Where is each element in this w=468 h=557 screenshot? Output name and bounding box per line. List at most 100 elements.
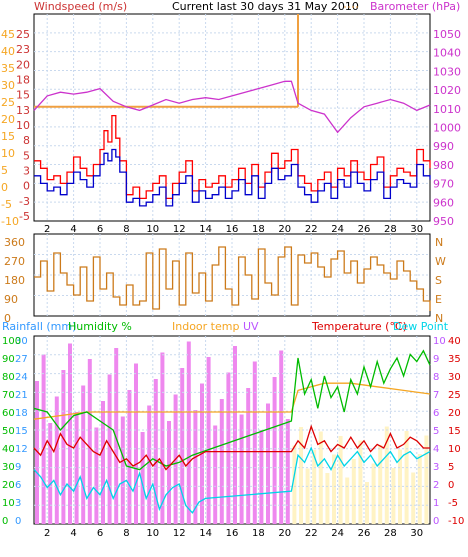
- barometer-tick-label: 1020: [433, 84, 461, 97]
- uv-tick-label: 6: [433, 408, 439, 419]
- uv-bar: [153, 379, 158, 524]
- uv-bar: [285, 419, 290, 524]
- uv-bar: [424, 435, 429, 524]
- direction-tick-label: 180: [4, 274, 25, 287]
- temp-tick-label: 30: [448, 372, 461, 383]
- uv-bar: [404, 431, 409, 524]
- direction-tick-label: 90: [4, 293, 18, 306]
- direction-tick-label: 270: [4, 255, 25, 268]
- wind-scale-label: 30: [1, 79, 15, 92]
- uv-bar: [193, 410, 198, 524]
- wind-tick-label: 23: [16, 43, 30, 56]
- direction-line: [34, 246, 431, 311]
- uv-tick-label: 0: [433, 516, 439, 527]
- wind-tick-label: 0: [23, 180, 30, 193]
- wind-tick-label: 20: [16, 58, 30, 71]
- x-tick-label: 24: [331, 528, 344, 539]
- x-tick-label: 10: [146, 528, 159, 539]
- rain-tick-label: 30: [15, 336, 28, 347]
- x-tick-label: 20: [278, 224, 291, 235]
- x-tick-label: 10: [146, 224, 159, 235]
- uv-bar: [259, 430, 264, 524]
- uv-bar: [167, 421, 171, 524]
- temp-tick-label: 5: [448, 462, 454, 473]
- wind-scale-label: 0: [1, 181, 8, 194]
- humidity-label: Humidity %: [68, 320, 132, 333]
- wind-tick-label: 5: [23, 149, 30, 162]
- temp-tick-label: -5: [448, 498, 458, 509]
- uv-bar: [299, 427, 303, 524]
- uv-bar: [365, 482, 369, 524]
- wind-tick-label: -5: [19, 210, 30, 223]
- uv-label: UV: [243, 320, 259, 333]
- wind-tick-label: 8: [23, 134, 30, 147]
- barometer-tick-label: 1010: [433, 103, 461, 116]
- rain-tick-label: 18: [15, 408, 28, 419]
- x-tick-label: 26: [358, 528, 371, 539]
- x-tick-label: 24: [331, 224, 344, 235]
- chart-title: Current last 30 days 31 May 2010: [172, 0, 359, 13]
- uv-bar: [180, 368, 185, 524]
- dew-point-line: [33, 446, 431, 514]
- barometer-label: Barometer (hPa): [370, 0, 460, 13]
- windspeed-label: Windspeed (m/s): [34, 0, 127, 13]
- uv-bar: [266, 403, 270, 524]
- temp-tick-label: -10: [448, 516, 464, 527]
- x-tick-label: 18: [252, 224, 265, 235]
- uv-bar: [140, 432, 145, 524]
- humidity-line: [33, 349, 431, 471]
- x-tick-label: 14: [199, 528, 212, 539]
- barometer-tick-label: 950: [433, 215, 454, 228]
- x-tick-label: 16: [226, 528, 239, 539]
- x-tick-label: 18: [252, 528, 265, 539]
- humidity-tick-label: 60: [2, 408, 15, 419]
- uv-bar: [239, 414, 244, 524]
- avg-wind-line: [34, 148, 431, 207]
- uv-bar: [345, 477, 350, 524]
- rain-tick-label: 24: [15, 372, 28, 383]
- uv-bar: [101, 401, 105, 524]
- temp-tick-label: 40: [448, 336, 461, 347]
- rain-tick-label: 21: [15, 390, 28, 401]
- rain-tick-label: 12: [15, 444, 28, 455]
- direction-tick-label: 360: [4, 236, 25, 249]
- uv-tick-label: 10: [433, 336, 446, 347]
- uv-bar: [233, 346, 237, 524]
- temp-tick-label: 10: [448, 444, 461, 455]
- x-tick-label: 16: [226, 224, 239, 235]
- wind-tick-label: 10: [16, 119, 30, 132]
- rain-tick-label: 15: [15, 426, 28, 437]
- uv-tick-label: 2: [433, 480, 439, 491]
- barometer-tick-label: 1000: [433, 122, 461, 135]
- x-tick-label: 12: [173, 224, 186, 235]
- uv-bar: [186, 341, 191, 524]
- humidity-tick-label: 30: [2, 462, 15, 473]
- uv-bar: [411, 472, 416, 524]
- humidity-tick-label: 80: [2, 372, 15, 383]
- x-tick-label: 30: [410, 528, 423, 539]
- x-tick-label: 4: [70, 224, 76, 235]
- uv-bar: [48, 423, 53, 524]
- x-tick-label: 28: [384, 528, 397, 539]
- uv-tick-label: 7: [433, 390, 439, 401]
- x-tick-label: 22: [305, 224, 318, 235]
- compass-tick-label: N: [435, 236, 443, 249]
- humidity-tick-label: 90: [2, 354, 15, 365]
- temperature-line: [33, 424, 430, 471]
- x-tick-label: 4: [70, 528, 76, 539]
- x-tick-label: 30: [410, 224, 423, 235]
- x-tick-label: 8: [123, 528, 129, 539]
- wind-scale-label: 5: [1, 164, 8, 177]
- temp-tick-label: 20: [448, 408, 461, 419]
- x-tick-label: 14: [199, 224, 212, 235]
- uv-bar: [61, 370, 66, 524]
- barometer-line: [33, 80, 431, 134]
- humidity-tick-label: 50: [2, 426, 15, 437]
- uv-bar: [312, 450, 317, 524]
- uv-bar: [41, 354, 46, 524]
- temp-tick-label: 0: [448, 480, 454, 491]
- uv-bar: [391, 468, 396, 524]
- x-tick-label: 22: [305, 528, 318, 539]
